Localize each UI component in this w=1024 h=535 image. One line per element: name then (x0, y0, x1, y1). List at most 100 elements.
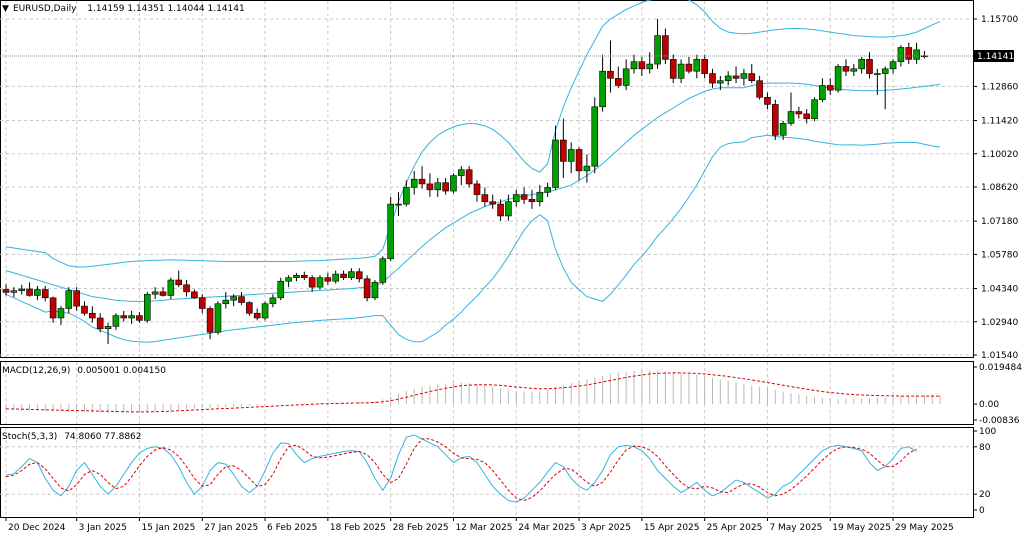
candle-body (300, 274, 308, 278)
candle-body (591, 106, 599, 167)
candle (858, 56, 865, 74)
candle-body (866, 59, 873, 74)
candle-body (607, 70, 614, 79)
candle (677, 59, 685, 84)
candle (2, 284, 10, 296)
candle (505, 194, 512, 221)
candle (238, 291, 245, 305)
candle (136, 312, 143, 323)
candle (819, 78, 826, 103)
x-tick-label: 15 Jan 2025 (141, 523, 195, 533)
y-tick-label: -0.00836 (979, 416, 1020, 426)
candle (457, 166, 465, 186)
candle (379, 256, 387, 285)
candle (764, 92, 771, 110)
candle-body (285, 277, 292, 282)
x-tick-label: 3 Jan 2025 (79, 523, 127, 533)
candle-body (246, 302, 253, 314)
candle (10, 287, 18, 298)
candle-body (293, 274, 300, 278)
candle-body (638, 61, 646, 70)
candle (740, 68, 748, 86)
candle-body (654, 35, 661, 65)
candle (104, 322, 112, 345)
candle (442, 177, 449, 195)
candle-body (905, 47, 913, 60)
y-tick-label: 20 (979, 490, 991, 500)
candle (599, 54, 606, 112)
candle-body (183, 284, 190, 293)
candle-body (662, 35, 669, 60)
candle (426, 173, 434, 197)
candle-body (238, 296, 245, 303)
candle (795, 106, 803, 119)
candle (285, 275, 292, 288)
candle-body (426, 183, 434, 191)
candle-body (222, 299, 230, 305)
candle (473, 180, 481, 202)
y-tick-label: 1.08620 (981, 183, 1018, 193)
stoch-pane (0, 427, 974, 518)
candle (49, 296, 57, 323)
macd-histogram (5, 370, 941, 413)
candle-body (489, 201, 497, 205)
x-tick-label: 6 Feb 2025 (267, 523, 317, 533)
candle-body (2, 289, 10, 293)
candle-body (685, 63, 693, 72)
candle-body (175, 279, 182, 286)
candle (222, 291, 230, 309)
candle-body (669, 59, 677, 79)
candle-body (795, 111, 803, 115)
svg-text:1.14141: 1.14141 (977, 52, 1014, 62)
y-tick-label: 1.04340 (981, 285, 1018, 295)
candle (748, 64, 756, 84)
candle (112, 313, 120, 330)
candle (866, 52, 873, 79)
candle-body (693, 59, 701, 72)
candle-body (214, 303, 222, 333)
candle-body (512, 194, 520, 203)
candle (803, 109, 811, 124)
candle-body (442, 182, 449, 192)
candle-body (363, 278, 371, 299)
candle (434, 177, 442, 197)
y-tick-label: 1.07180 (981, 217, 1018, 227)
y-tick-label: 100 (979, 427, 996, 437)
candle (552, 125, 559, 190)
candle (481, 187, 489, 207)
candle (614, 66, 622, 88)
x-tick-label: 25 Apr 2025 (707, 523, 763, 533)
candle-body (701, 59, 708, 74)
x-tick-label: 20 Dec 2024 (8, 523, 66, 533)
bollinger-lower (5, 134, 941, 343)
x-tick-label: 19 May 2025 (832, 523, 891, 533)
candle-body (167, 279, 175, 296)
candle (717, 75, 724, 91)
candle-body (324, 277, 332, 282)
candle (771, 99, 779, 141)
svg-text:Stoch(5,3,3) 74.8060 77.88: Stoch(5,3,3) 74.8060 77.8862 (2, 432, 142, 442)
candle-body (191, 291, 198, 299)
y-tick-label: 1.12860 (981, 82, 1018, 92)
candle-body (560, 139, 567, 162)
candle-body (779, 123, 787, 136)
candle-body (277, 280, 285, 299)
candle (724, 71, 732, 86)
candle-body (740, 73, 748, 79)
candle (874, 68, 881, 95)
x-tick-label: 12 Mar 2025 (455, 523, 512, 533)
symbol-triangle-icon[interactable]: ▼ (2, 4, 9, 14)
candle-body (803, 113, 811, 119)
candle (450, 173, 457, 194)
candle-body (748, 73, 756, 81)
candle-body (787, 111, 795, 124)
bollinger-upper (5, 0, 941, 268)
candle-body (159, 291, 167, 296)
y-tick-label: 1.11420 (981, 117, 1018, 127)
candle-body (646, 63, 654, 70)
candle-body (10, 290, 18, 293)
x-tick-label: 7 May 2025 (769, 523, 822, 533)
candle-body (395, 203, 402, 206)
candle-body (120, 315, 128, 319)
